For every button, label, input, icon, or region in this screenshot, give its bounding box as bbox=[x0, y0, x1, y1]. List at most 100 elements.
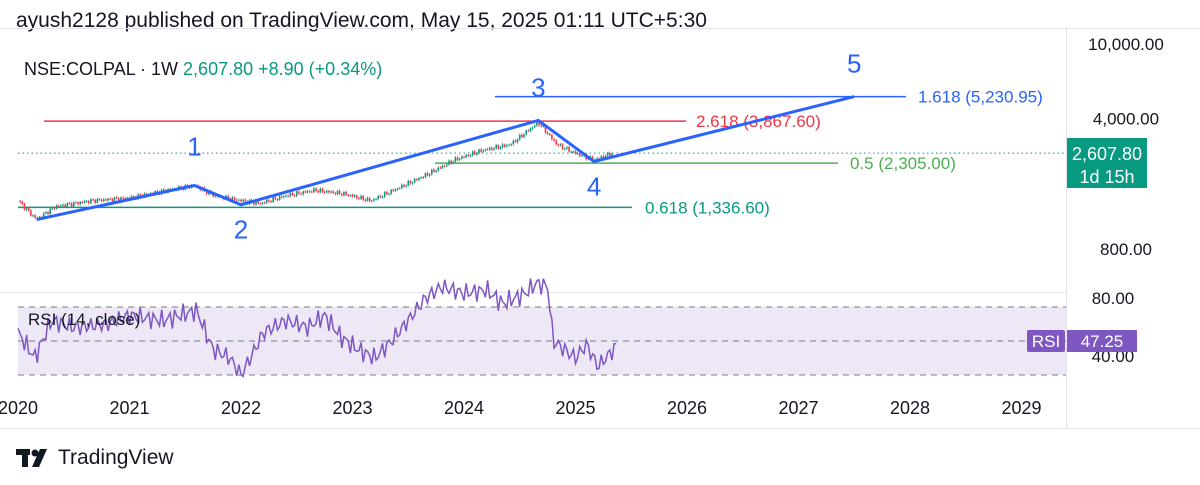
candle-body bbox=[274, 197, 277, 200]
candle-body bbox=[488, 147, 491, 150]
candle-body bbox=[368, 197, 371, 201]
published-caption: ayush2128 published on TradingView.com, … bbox=[16, 9, 707, 32]
candle-body bbox=[55, 205, 58, 209]
candle-body bbox=[336, 190, 339, 194]
candle-body bbox=[413, 179, 416, 183]
candle-body bbox=[310, 191, 313, 193]
candle-body bbox=[572, 151, 575, 153]
candle-body bbox=[478, 149, 480, 154]
candle-body bbox=[514, 140, 517, 143]
current-price-text: 2,607.80 bbox=[1072, 144, 1142, 164]
chart-legend: NSE:COLPAL · 1W 2,607.80 +8.90 (+0.34%) bbox=[24, 59, 382, 79]
candle-body bbox=[533, 125, 536, 128]
rsi-legend: RSI (14, close) bbox=[28, 310, 140, 329]
candle-body bbox=[235, 199, 238, 201]
candle-body bbox=[461, 156, 463, 159]
candle-body bbox=[90, 199, 92, 204]
candle-body bbox=[437, 167, 440, 171]
candle-body bbox=[563, 148, 566, 150]
candle-body bbox=[516, 139, 519, 143]
candle-body bbox=[418, 178, 420, 180]
candle-body bbox=[291, 192, 294, 195]
y-tick-label: 10,000.00 bbox=[1088, 35, 1164, 54]
change-label: +8.90 (+0.34%) bbox=[258, 59, 382, 79]
candle-body bbox=[471, 151, 474, 156]
candle-body bbox=[96, 199, 99, 203]
candle-body bbox=[422, 177, 425, 179]
candle-body bbox=[396, 188, 399, 190]
candle-body bbox=[265, 199, 268, 204]
candle-body bbox=[122, 197, 124, 199]
candle-body bbox=[289, 192, 292, 197]
candle-body bbox=[405, 185, 407, 187]
candle-body bbox=[527, 130, 530, 132]
candle-body bbox=[381, 196, 384, 198]
candle-body bbox=[19, 200, 21, 202]
candle-body bbox=[81, 202, 84, 204]
candle-body bbox=[456, 157, 459, 160]
fib-level-label: 0.618 (1,336.60) bbox=[645, 198, 770, 217]
candle-body bbox=[21, 201, 24, 205]
candle-body bbox=[467, 154, 470, 157]
candle-body bbox=[62, 204, 64, 206]
candle-body bbox=[75, 202, 77, 204]
candle-body bbox=[94, 199, 96, 203]
wave-label: 4 bbox=[587, 172, 601, 202]
x-tick-label: 2020 bbox=[0, 398, 38, 418]
candle-body bbox=[306, 191, 309, 193]
candle-body bbox=[70, 203, 73, 207]
candle-body bbox=[345, 191, 347, 195]
candle-body bbox=[270, 201, 272, 203]
rsi-value-badge bbox=[1067, 330, 1137, 352]
candle-body bbox=[452, 161, 455, 164]
candle-body bbox=[512, 140, 515, 145]
candle-body bbox=[484, 149, 487, 151]
elliott-wave-path bbox=[36, 95, 855, 222]
tradingview-logo[interactable]: TradingView bbox=[16, 444, 174, 472]
candle-body bbox=[257, 201, 259, 204]
rsi-tick-label: 80.00 bbox=[1092, 289, 1135, 308]
candle-body bbox=[542, 126, 545, 128]
candle-body bbox=[518, 134, 521, 140]
x-tick-label: 2023 bbox=[332, 398, 372, 418]
candle-body bbox=[85, 201, 88, 203]
candle-body bbox=[323, 191, 326, 193]
candle-body bbox=[446, 164, 448, 166]
candle-body bbox=[32, 215, 34, 217]
candle-body bbox=[416, 179, 418, 181]
candle-body bbox=[317, 190, 319, 193]
candle-body bbox=[319, 188, 322, 193]
candle-body bbox=[64, 204, 66, 207]
candle-body bbox=[426, 173, 429, 176]
candle-body bbox=[105, 199, 107, 201]
x-tick-label: 2028 bbox=[890, 398, 930, 418]
candle-body bbox=[117, 198, 120, 201]
candle-body bbox=[120, 197, 122, 201]
candle-body bbox=[398, 188, 401, 190]
candle-body bbox=[351, 194, 354, 197]
candle-body bbox=[214, 195, 217, 197]
candle-body bbox=[51, 207, 54, 209]
candle-body bbox=[525, 130, 527, 135]
candle-body bbox=[227, 195, 229, 199]
symbol-label: NSE:COLPAL · 1W bbox=[24, 59, 183, 79]
candle-body bbox=[295, 191, 298, 196]
candle-body bbox=[25, 208, 28, 210]
candle-body bbox=[145, 193, 148, 195]
rsi-badge-tag bbox=[1027, 330, 1065, 352]
candle-body bbox=[482, 150, 485, 152]
candle-body bbox=[386, 192, 388, 195]
candle-body bbox=[240, 199, 242, 202]
candle-body bbox=[561, 144, 564, 150]
candle-body bbox=[609, 152, 611, 157]
candle-body bbox=[373, 199, 375, 201]
x-tick-label: 2029 bbox=[1001, 398, 1041, 418]
candle-body bbox=[205, 190, 208, 195]
x-tick-label: 2022 bbox=[221, 398, 261, 418]
candle-body bbox=[548, 133, 551, 135]
candle-body bbox=[568, 147, 570, 152]
candle-body bbox=[604, 155, 607, 158]
candle-body bbox=[596, 158, 598, 160]
candle-body bbox=[332, 191, 335, 193]
